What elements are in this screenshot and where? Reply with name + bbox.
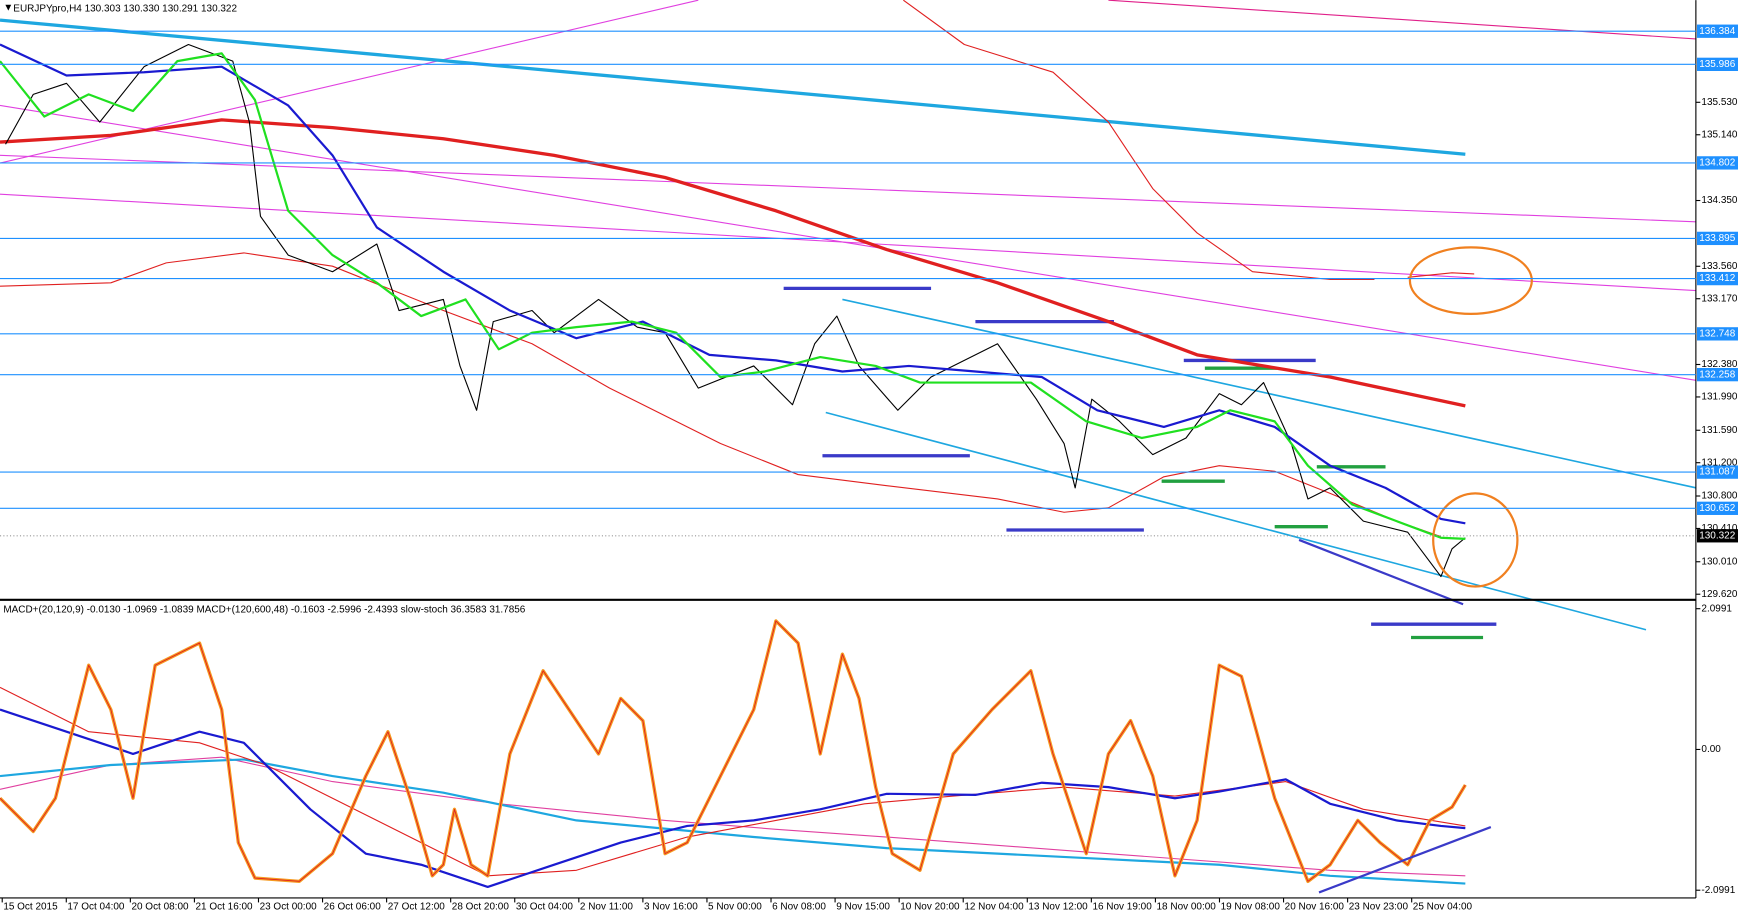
level-label-box	[1696, 231, 1738, 246]
macd-signal	[0, 686, 1466, 877]
stochastic-signal	[0, 620, 1466, 882]
level-label-box	[1696, 501, 1738, 515]
time-label: 17 Oct 04:00	[67, 901, 125, 912]
trend-line	[1298, 538, 1464, 606]
time-label: 15 Oct 2015	[3, 901, 58, 912]
indicator-tick-label: 2.0991	[1701, 603, 1732, 614]
envelope	[0, 252, 1442, 538]
trend-line	[0, 154, 1696, 223]
time-label: 25 Nov 04:00	[1413, 901, 1473, 912]
level-label: 132.258	[1699, 369, 1735, 380]
price-tick-label: 130.010	[1701, 556, 1737, 567]
price-tick-label: 133.560	[1701, 261, 1737, 272]
price-tick-label: 132.380	[1701, 359, 1737, 370]
price-tick-label: 130.800	[1701, 491, 1737, 502]
trend-line	[0, 193, 1696, 292]
time-label: 21 Oct 16:00	[196, 901, 254, 912]
current-price-box	[1696, 529, 1738, 543]
time-label: 20 Nov 16:00	[1285, 901, 1345, 912]
indicator-tick-label: -2.0991	[1701, 885, 1735, 896]
level-label: 136.384	[1699, 26, 1735, 37]
indicator-tick-label: 0.00	[1701, 744, 1721, 755]
time-label: 10 Nov 20:00	[900, 901, 960, 912]
channel-line	[825, 411, 1647, 631]
price-tick-label: 131.990	[1701, 392, 1737, 403]
support-marks	[783, 286, 1497, 626]
time-label: 20 Oct 08:00	[131, 901, 189, 912]
envelope	[903, 0, 1375, 281]
time-label: 19 Nov 08:00	[1221, 901, 1281, 912]
highlight-circle	[1408, 246, 1533, 315]
price-tick-label: 131.200	[1701, 457, 1737, 468]
price-tick-label: 129.620	[1701, 589, 1737, 600]
indicator-header: MACD+(20,120,9) -0.0130 -1.0969 -1.0839 …	[3, 604, 525, 615]
moving-average	[0, 118, 1466, 408]
macd-line	[0, 708, 1466, 889]
time-label: 13 Nov 12:00	[1028, 901, 1088, 912]
level-label: 132.748	[1699, 329, 1735, 340]
level-label: 133.412	[1699, 273, 1735, 284]
level-label: 135.986	[1699, 59, 1735, 70]
level-label-box	[1696, 465, 1738, 479]
time-label: 5 Nov 00:00	[708, 901, 762, 912]
level-label: 130.652	[1699, 503, 1735, 514]
level-label-box	[1696, 327, 1738, 341]
menu-arrow: ▼	[3, 3, 13, 14]
chart-header: EURJPYpro,H4 130.303 130.330 130.291 130…	[13, 4, 237, 15]
time-label: 3 Nov 16:00	[644, 901, 698, 912]
price-tick-label: 133.170	[1701, 293, 1737, 304]
time-label: 23 Oct 00:00	[260, 901, 318, 912]
level-label: 133.895	[1699, 233, 1735, 244]
price-path	[5, 43, 1466, 578]
price-tick-label: 134.350	[1701, 195, 1737, 206]
moving-average	[0, 52, 1466, 540]
drawings	[0, 0, 1697, 894]
time-label: 9 Nov 15:00	[836, 901, 890, 912]
time-label: 26 Oct 06:00	[324, 901, 382, 912]
level-label: 134.802	[1699, 158, 1735, 169]
envelope	[1407, 272, 1475, 278]
level-label-box	[1696, 156, 1738, 170]
current-price-label: 130.322	[1699, 530, 1735, 541]
swing-marks	[1161, 366, 1484, 640]
time-label: 12 Nov 04:00	[964, 901, 1024, 912]
time-label: 18 Nov 00:00	[1157, 901, 1217, 912]
time-label: 23 Nov 23:00	[1349, 901, 1409, 912]
highlight-circle	[1432, 492, 1519, 588]
level-label-box	[1696, 271, 1738, 286]
time-label: 16 Nov 19:00	[1092, 901, 1152, 912]
trend-line	[0, 18, 1466, 156]
trend-line	[1108, 0, 1696, 40]
level-label: 131.087	[1699, 467, 1735, 478]
time-label: 27 Oct 12:00	[388, 901, 446, 912]
time-label: 2 Nov 11:00	[580, 901, 633, 912]
price-tick-label: 135.530	[1701, 97, 1737, 108]
time-label: 28 Oct 20:00	[452, 901, 510, 912]
time-label: 6 Nov 08:00	[772, 901, 826, 912]
price-tick-label: 130.410	[1701, 523, 1737, 534]
price-tick-label: 131.590	[1701, 425, 1737, 436]
moving-average	[0, 43, 1466, 525]
level-label-box	[1696, 24, 1738, 38]
macd-line	[0, 758, 1466, 885]
level-label-box	[1696, 57, 1738, 71]
time-label: 30 Oct 04:00	[516, 901, 574, 912]
level-label-box	[1696, 367, 1738, 382]
price-tick-label: 135.140	[1701, 129, 1737, 140]
trend-line	[1318, 826, 1492, 894]
